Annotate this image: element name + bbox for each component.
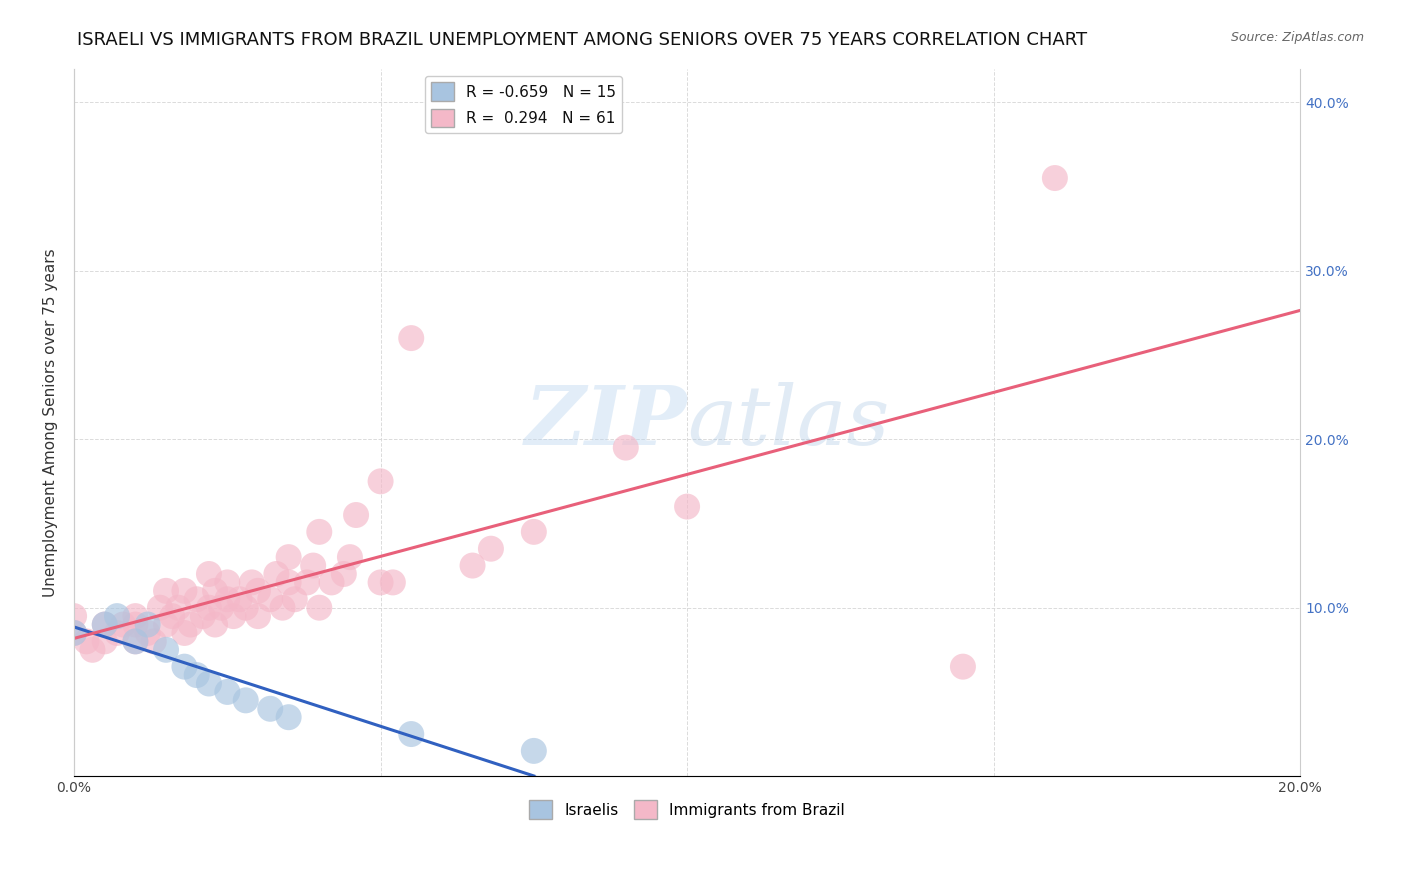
- Point: [277, 575, 299, 590]
- Point: [339, 550, 361, 565]
- Point: [676, 500, 699, 514]
- Point: [461, 558, 484, 573]
- Point: [198, 676, 221, 690]
- Point: [93, 634, 115, 648]
- Text: ZIP: ZIP: [524, 383, 688, 462]
- Point: [523, 524, 546, 539]
- Point: [63, 626, 86, 640]
- Point: [399, 331, 422, 345]
- Point: [124, 609, 146, 624]
- Point: [228, 592, 250, 607]
- Point: [277, 710, 299, 724]
- Point: [149, 600, 172, 615]
- Point: [284, 592, 307, 607]
- Point: [198, 566, 221, 581]
- Point: [246, 583, 269, 598]
- Point: [204, 617, 226, 632]
- Point: [259, 702, 281, 716]
- Point: [105, 609, 128, 624]
- Text: Source: ZipAtlas.com: Source: ZipAtlas.com: [1230, 31, 1364, 45]
- Point: [136, 626, 159, 640]
- Point: [277, 550, 299, 565]
- Point: [124, 634, 146, 648]
- Point: [173, 583, 195, 598]
- Point: [217, 575, 239, 590]
- Point: [173, 626, 195, 640]
- Point: [93, 617, 115, 632]
- Point: [93, 617, 115, 632]
- Point: [142, 634, 165, 648]
- Point: [155, 642, 177, 657]
- Point: [344, 508, 367, 522]
- Point: [124, 617, 146, 632]
- Text: ISRAELI VS IMMIGRANTS FROM BRAZIL UNEMPLOYMENT AMONG SENIORS OVER 75 YEARS CORRE: ISRAELI VS IMMIGRANTS FROM BRAZIL UNEMPL…: [77, 31, 1087, 49]
- Point: [333, 566, 356, 581]
- Point: [266, 566, 288, 581]
- Point: [136, 617, 159, 632]
- Point: [271, 600, 294, 615]
- Point: [198, 600, 221, 615]
- Point: [614, 441, 637, 455]
- Point: [155, 617, 177, 632]
- Point: [235, 600, 257, 615]
- Legend: Israelis, Immigrants from Brazil: Israelis, Immigrants from Brazil: [523, 794, 851, 825]
- Point: [82, 642, 104, 657]
- Y-axis label: Unemployment Among Seniors over 75 years: Unemployment Among Seniors over 75 years: [44, 248, 58, 597]
- Point: [523, 744, 546, 758]
- Point: [204, 583, 226, 598]
- Point: [124, 634, 146, 648]
- Point: [191, 609, 214, 624]
- Point: [370, 475, 392, 489]
- Point: [105, 626, 128, 640]
- Point: [399, 727, 422, 741]
- Point: [155, 583, 177, 598]
- Point: [1043, 171, 1066, 186]
- Point: [321, 575, 343, 590]
- Point: [222, 609, 245, 624]
- Point: [180, 617, 202, 632]
- Point: [173, 659, 195, 673]
- Point: [160, 609, 183, 624]
- Text: atlas: atlas: [688, 383, 890, 462]
- Point: [259, 592, 281, 607]
- Point: [302, 558, 325, 573]
- Point: [246, 609, 269, 624]
- Point: [209, 600, 232, 615]
- Point: [479, 541, 502, 556]
- Point: [186, 592, 208, 607]
- Point: [186, 668, 208, 682]
- Point: [308, 524, 330, 539]
- Point: [381, 575, 404, 590]
- Point: [240, 575, 263, 590]
- Point: [167, 600, 190, 615]
- Point: [217, 592, 239, 607]
- Point: [952, 659, 974, 673]
- Point: [112, 617, 135, 632]
- Point: [308, 600, 330, 615]
- Point: [295, 575, 318, 590]
- Point: [370, 575, 392, 590]
- Point: [75, 634, 97, 648]
- Point: [217, 685, 239, 699]
- Point: [63, 626, 86, 640]
- Point: [63, 609, 86, 624]
- Point: [235, 693, 257, 707]
